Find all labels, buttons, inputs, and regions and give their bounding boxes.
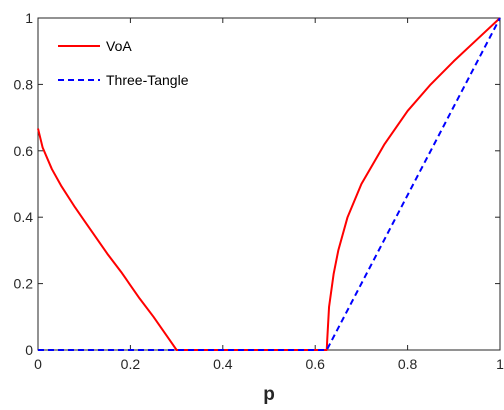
x-tick-label: 0: [34, 356, 42, 372]
y-tick-label: 0.8: [14, 76, 34, 92]
x-tick-label: 0.8: [398, 356, 418, 372]
x-tick-label: 1: [496, 356, 504, 372]
y-tick-label: 0.2: [14, 276, 34, 292]
y-axis-ticks: 0 0.2 0.4 0.6 0.8 1: [14, 10, 500, 358]
y-tick-label: 0.4: [14, 209, 34, 225]
legend-label-three-tangle: Three-Tangle: [106, 72, 189, 88]
legend: VoA Three-Tangle: [58, 38, 189, 88]
x-tick-label: 0.2: [121, 356, 141, 372]
y-tick-label: 1: [25, 10, 33, 26]
y-tick-label: 0.6: [14, 143, 34, 159]
x-tick-label: 0.6: [305, 356, 325, 372]
x-axis-ticks: 0 0.2 0.4 0.6 0.8 1: [34, 18, 504, 372]
plot-area: [37, 17, 501, 351]
series-layer: [37, 17, 501, 351]
x-tick-label: 0.4: [213, 356, 233, 372]
plot-frame: [37, 17, 501, 351]
x-axis-title: p: [263, 384, 275, 405]
legend-label-voa: VoA: [106, 38, 132, 54]
y-tick-label: 0: [25, 342, 33, 358]
